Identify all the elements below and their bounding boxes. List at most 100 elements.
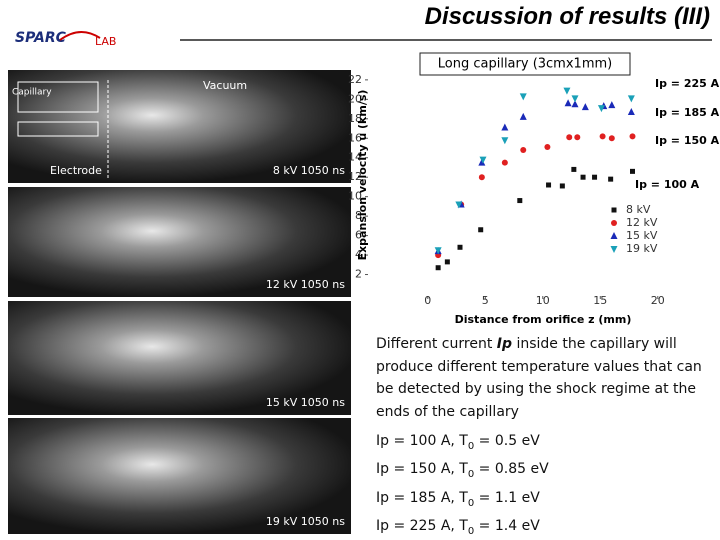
x-tick-label: 5 xyxy=(482,294,489,307)
marker xyxy=(608,176,614,182)
y-tick-label: 22 xyxy=(348,73,362,86)
text: = 1.4 eV xyxy=(474,517,540,534)
capillary-sketch xyxy=(17,81,99,113)
text: Ip = 185 A, T xyxy=(376,489,468,506)
marker xyxy=(581,103,589,111)
chart: Long capillary (3cmx1mm) 0 5 10 15 20 2 4 6 8 10 12… xyxy=(348,52,720,326)
marker xyxy=(574,134,581,141)
marker xyxy=(559,183,565,189)
marker xyxy=(627,107,635,115)
marker xyxy=(435,265,441,271)
x-tick-label: 10 xyxy=(536,294,550,307)
text: = 0.85 eV xyxy=(474,461,549,478)
image-label: Vacuum xyxy=(203,79,247,92)
chart-title: Long capillary (3cmx1mm) xyxy=(438,57,612,72)
marker xyxy=(544,144,551,151)
marker xyxy=(455,201,463,209)
y-tick-label: 20 xyxy=(348,92,362,105)
image-column: 8 kV 1050 ns 12 kV 1050 ns 15 kV 1050 ns 19… xyxy=(8,70,351,534)
marker xyxy=(520,146,527,153)
image-label: Capillary xyxy=(12,88,52,98)
text: inside the capillary will produce differ… xyxy=(376,336,702,420)
text: 0 xyxy=(467,469,475,481)
marker xyxy=(592,174,598,180)
image-caption: 19 kV 1050 ns xyxy=(266,515,345,528)
slide-title: Discussion of results (III) xyxy=(424,3,710,30)
marker xyxy=(444,259,450,265)
y-tick-label: 2 xyxy=(355,268,362,281)
plasma-image xyxy=(8,187,351,297)
logo-left: SPARC xyxy=(15,30,67,46)
text: = 1.1 eV xyxy=(474,489,540,506)
marker xyxy=(630,168,635,174)
text: Ip xyxy=(496,336,512,352)
text: Ip = 225 A, T xyxy=(376,517,468,534)
chart-title-box xyxy=(419,52,631,76)
plasma-image xyxy=(8,301,351,415)
formula: Ip = 185 A, T0 = 1.1 eV xyxy=(376,487,549,515)
marker xyxy=(501,159,508,166)
text: Ip = 150 A, T xyxy=(376,461,468,478)
formula: Ip = 100 A, T0 = 0.5 eV xyxy=(376,430,549,458)
text: 0 xyxy=(467,525,475,537)
legend-marker xyxy=(610,246,618,253)
image-label: Electrode xyxy=(50,164,102,177)
annotation: Ip = 150 A xyxy=(655,134,720,147)
x-tick-label: 0 xyxy=(424,294,431,307)
legend-label: 8 kV xyxy=(626,203,651,216)
marker xyxy=(571,95,579,103)
legend-marker xyxy=(610,232,618,239)
paragraph: Different current Ip inside the capillar… xyxy=(376,333,706,423)
plasma-image xyxy=(8,70,351,183)
image-caption: 15 kV 1050 ns xyxy=(266,396,345,409)
y-tick-label: 8 xyxy=(355,209,362,222)
text: 0 xyxy=(467,440,475,452)
marker xyxy=(571,166,577,172)
logo-swoosh xyxy=(59,31,101,41)
marker xyxy=(599,133,606,140)
marker xyxy=(519,112,527,120)
legend-marker xyxy=(611,220,617,226)
marker xyxy=(546,182,552,188)
marker xyxy=(566,134,573,141)
marker xyxy=(571,100,579,108)
formulas: Ip = 100 A, T0 = 0.5 eV Ip = 150 A, T0 = … xyxy=(376,430,549,540)
logo-right: LAB xyxy=(95,35,116,48)
y-tick-label: 6 xyxy=(355,229,362,242)
image-caption: 12 kV 1050 ns xyxy=(266,278,345,291)
marker xyxy=(608,101,616,109)
marker xyxy=(629,133,636,140)
marker xyxy=(517,198,523,204)
text: 0 xyxy=(467,497,475,509)
y-tick-label: 10 xyxy=(348,190,362,203)
y-tick-label: 4 xyxy=(355,248,362,261)
image-caption: 8 kV 1050 ns xyxy=(273,164,345,177)
marker xyxy=(597,105,605,113)
marker xyxy=(580,174,586,180)
legend-label: 15 kV xyxy=(626,229,658,242)
marker xyxy=(479,156,487,164)
legend-marker xyxy=(611,207,617,213)
marker xyxy=(501,123,509,131)
plasma-image xyxy=(8,418,351,534)
x-axis-label: Distance from orifice z (mm) xyxy=(455,313,632,326)
annotation: Ip = 225 A xyxy=(655,77,720,90)
marker xyxy=(563,87,571,95)
x-tick-label: 20 xyxy=(651,294,665,307)
formula: Ip = 150 A, T0 = 0.85 eV xyxy=(376,458,549,486)
marker xyxy=(478,227,484,233)
text: = 0.5 eV xyxy=(474,433,540,449)
marker xyxy=(478,174,485,181)
y-axis-label: Expansion velocity u (km/s) xyxy=(356,90,369,261)
marker xyxy=(478,158,486,166)
x-tick-label: 15 xyxy=(593,294,607,307)
marker xyxy=(434,247,442,255)
text: Ip = 100 A, T xyxy=(376,433,468,449)
marker xyxy=(627,95,635,103)
marker xyxy=(457,244,463,250)
annotation: Ip = 185 A xyxy=(655,106,720,119)
legend-label: 19 kV xyxy=(626,242,658,255)
marker xyxy=(564,99,572,107)
formula: Ip = 225 A, T0 = 1.4 eV xyxy=(376,515,549,540)
